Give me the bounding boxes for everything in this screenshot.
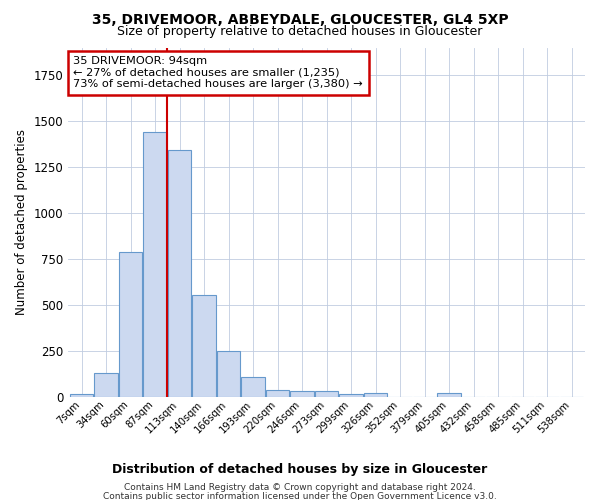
Bar (217, 350, 240, 397)
Text: Contains public sector information licensed under the Open Government Licence v3: Contains public sector information licen… (103, 492, 497, 500)
Bar (437, 393, 461, 396)
Bar (315, 391, 338, 396)
Y-axis label: Number of detached properties: Number of detached properties (15, 129, 28, 315)
Text: 35, DRIVEMOOR, ABBEYDALE, GLOUCESTER, GL4 5XP: 35, DRIVEMOOR, ABBEYDALE, GLOUCESTER, GL… (92, 12, 508, 26)
Text: Distribution of detached houses by size in Gloucester: Distribution of detached houses by size … (112, 462, 488, 475)
Bar (119, 252, 142, 396)
Bar (94, 373, 118, 396)
Text: 35 DRIVEMOOR: 94sqm
← 27% of detached houses are smaller (1,235)
73% of semi-det: 35 DRIVEMOOR: 94sqm ← 27% of detached ho… (73, 56, 363, 90)
Text: Contains HM Land Registry data © Crown copyright and database right 2024.: Contains HM Land Registry data © Crown c… (124, 484, 476, 492)
Bar (266, 390, 289, 396)
Bar (290, 391, 314, 396)
Bar (193, 294, 216, 396)
Bar (70, 394, 93, 396)
Text: Size of property relative to detached houses in Gloucester: Size of property relative to detached ho… (118, 25, 482, 38)
Bar (168, 150, 191, 396)
Bar (241, 377, 265, 396)
Bar (364, 393, 387, 396)
Bar (340, 394, 363, 396)
Bar (143, 132, 167, 396)
